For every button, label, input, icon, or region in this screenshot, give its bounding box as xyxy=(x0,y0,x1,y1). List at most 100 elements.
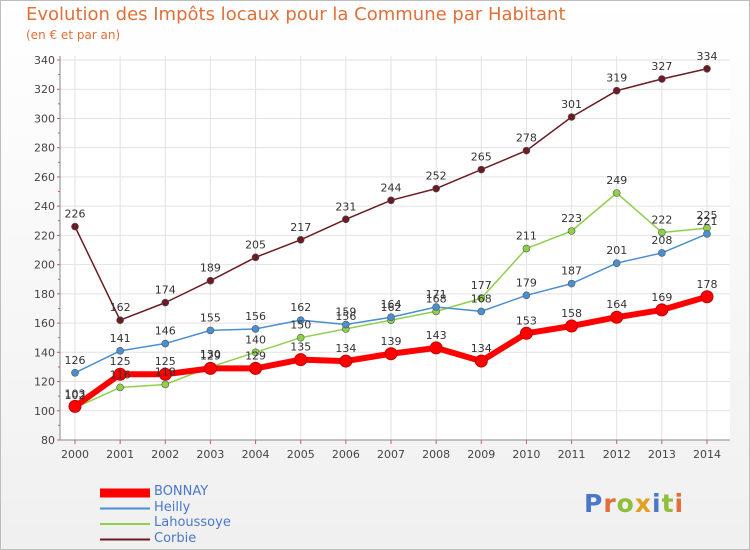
data-point xyxy=(477,294,486,303)
data-point xyxy=(339,354,353,368)
data-point xyxy=(384,347,398,361)
logo-letter: i xyxy=(674,489,685,518)
data-label: 150 xyxy=(290,319,311,332)
data-label: 169 xyxy=(651,291,672,304)
plot-area xyxy=(60,56,730,440)
data-label: 178 xyxy=(697,278,718,291)
data-label: 164 xyxy=(381,298,402,311)
logo-letter: o xyxy=(616,489,635,518)
y-tick-label: 100 xyxy=(34,405,55,418)
data-point xyxy=(567,113,576,121)
data-point xyxy=(251,253,260,262)
data-point xyxy=(522,244,531,253)
data-label: 225 xyxy=(697,209,718,222)
data-point xyxy=(203,361,217,375)
data-point xyxy=(71,368,79,377)
chart-title: Evolution des Impôts locaux pour la Comm… xyxy=(26,4,566,25)
data-point xyxy=(432,184,440,193)
x-tick-label: 2007 xyxy=(377,448,405,461)
data-label: 162 xyxy=(290,301,311,314)
data-point xyxy=(612,189,621,197)
data-point xyxy=(249,361,263,375)
data-point xyxy=(116,383,124,392)
data-label: 134 xyxy=(471,342,492,355)
y-tick-label: 80 xyxy=(41,434,55,447)
data-label: 226 xyxy=(65,208,86,221)
data-label: 208 xyxy=(651,234,672,247)
proxiti-logo: Proxiti xyxy=(584,489,684,518)
legend-label-bonnay: BONNAY xyxy=(154,484,209,499)
data-label: 141 xyxy=(110,332,131,345)
data-label: 140 xyxy=(245,333,266,346)
data-point xyxy=(474,354,488,368)
data-label: 162 xyxy=(381,301,402,314)
data-label: 102 xyxy=(65,389,86,402)
data-point xyxy=(522,146,531,155)
y-tick-label: 220 xyxy=(34,229,55,242)
data-point xyxy=(296,333,305,342)
y-tick-label: 260 xyxy=(34,171,55,184)
data-label: 129 xyxy=(245,349,266,362)
data-point xyxy=(432,303,440,311)
data-label: 116 xyxy=(110,368,131,381)
data-point xyxy=(113,367,127,381)
data-label: 174 xyxy=(155,284,176,297)
x-tick-label: 2006 xyxy=(332,448,360,461)
data-point xyxy=(567,279,576,288)
data-point xyxy=(71,222,79,231)
data-label: 211 xyxy=(516,230,537,243)
data-label: 187 xyxy=(561,265,582,278)
data-point xyxy=(387,313,395,322)
data-point xyxy=(158,367,172,381)
y-tick-label: 140 xyxy=(34,346,55,359)
data-label: 118 xyxy=(155,365,176,378)
data-label: 143 xyxy=(426,329,447,342)
x-tick-label: 2013 xyxy=(648,448,676,461)
y-tick-label: 160 xyxy=(34,317,55,330)
data-point xyxy=(519,326,533,340)
data-label: 301 xyxy=(561,98,582,111)
data-label: 162 xyxy=(110,301,131,314)
data-label: 217 xyxy=(290,221,311,234)
data-point xyxy=(658,75,666,83)
data-point xyxy=(296,316,305,324)
data-label: 158 xyxy=(561,307,582,320)
data-label: 155 xyxy=(200,311,221,324)
data-label: 327 xyxy=(651,60,672,73)
data-point xyxy=(116,347,124,355)
y-tick-label: 240 xyxy=(34,200,55,213)
data-label: 103 xyxy=(65,387,86,400)
data-point xyxy=(658,228,666,237)
data-label: 139 xyxy=(381,335,402,348)
data-point xyxy=(68,399,82,413)
data-label: 129 xyxy=(200,349,221,362)
y-tick-label: 180 xyxy=(34,288,55,301)
x-tick-label: 2002 xyxy=(151,448,179,461)
data-point xyxy=(206,276,215,285)
x-tick-label: 2012 xyxy=(603,448,631,461)
data-label: 278 xyxy=(516,132,537,145)
data-label: 179 xyxy=(516,276,537,289)
data-point xyxy=(612,86,621,95)
x-tick-label: 2001 xyxy=(106,448,134,461)
data-label: 164 xyxy=(606,298,627,311)
data-label: 125 xyxy=(110,355,131,368)
data-point xyxy=(342,320,350,329)
data-label: 223 xyxy=(561,212,582,225)
y-tick-label: 280 xyxy=(34,142,55,155)
x-tick-label: 2000 xyxy=(61,448,89,461)
data-label: 265 xyxy=(471,151,492,164)
data-label: 189 xyxy=(200,262,221,275)
y-tick-label: 200 xyxy=(34,259,55,272)
y-tick-label: 300 xyxy=(34,112,55,125)
x-tick-label: 2014 xyxy=(693,448,721,461)
y-tick-label: 120 xyxy=(34,376,55,389)
data-point xyxy=(116,316,124,324)
legend-label-heilly: Heilly xyxy=(154,499,191,515)
data-point xyxy=(700,290,714,304)
data-label: 222 xyxy=(651,213,672,226)
data-point xyxy=(342,215,350,224)
data-label: 134 xyxy=(335,342,356,355)
logo-letter: r xyxy=(603,489,617,518)
